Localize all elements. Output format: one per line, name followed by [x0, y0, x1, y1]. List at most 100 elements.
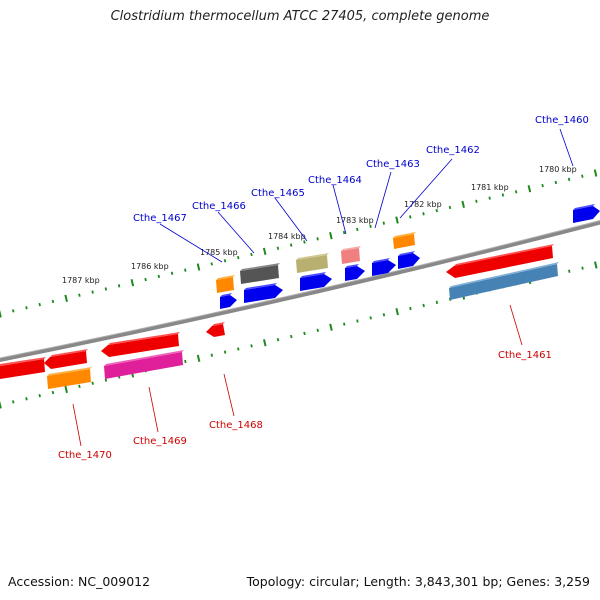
tick-mark [329, 323, 333, 331]
tick-mark [409, 306, 412, 311]
gene-cthe-1464[interactable] [345, 264, 365, 281]
connectors-top [159, 128, 574, 263]
tick-mark [130, 279, 135, 287]
gene-label-cthe-1461[interactable]: Cthe_1461 [498, 350, 552, 361]
gene-label-cthe-1468[interactable]: Cthe_1468 [209, 420, 263, 431]
tick-mark [78, 293, 81, 297]
tick-mark [276, 246, 280, 250]
tick-mark [593, 261, 598, 269]
tick-mark [25, 397, 28, 401]
gene-cthe-1467-orange[interactable] [216, 275, 235, 293]
gene-cthe-1469-red[interactable] [101, 332, 180, 357]
gene-cthe-1470[interactable] [47, 367, 92, 389]
tick-mark [435, 300, 439, 304]
tick-mark [356, 319, 359, 323]
gene-label-cthe-1466[interactable]: Cthe_1466 [192, 201, 246, 212]
tick-mark [51, 390, 55, 395]
tick-mark [356, 227, 359, 232]
gene-label-cthe-1470[interactable]: Cthe_1470 [58, 450, 112, 461]
accession-text: Accession: NC_009012 [8, 574, 151, 589]
tick-mark [316, 237, 319, 241]
gene-cthe-1468[interactable] [206, 322, 225, 337]
gene-cthe-1470-red[interactable] [44, 349, 88, 369]
gene-label-cthe-1464[interactable]: Cthe_1464 [308, 175, 362, 186]
tick-mark [38, 394, 41, 398]
tick-mark [342, 230, 346, 235]
gene-label-cthe-1460[interactable]: Cthe_1460 [535, 115, 589, 126]
tick-mark [210, 262, 213, 266]
tick-mark [343, 322, 346, 326]
tick-mark [382, 221, 386, 225]
tick-mark [250, 252, 253, 257]
gene-cthe-1465-olive[interactable] [296, 253, 329, 273]
tick-mark [210, 353, 214, 357]
tick-mark [316, 328, 319, 332]
gene-label-cthe-1462[interactable]: Cthe_1462 [426, 145, 480, 156]
tick-mark [395, 216, 399, 224]
gene-cthe-1463[interactable] [372, 258, 396, 276]
tick-mark [263, 339, 267, 347]
tick-mark [527, 185, 532, 193]
tick-mark [303, 240, 306, 244]
tick-mark [554, 180, 558, 185]
tick-mark [262, 247, 267, 255]
tick-mark [25, 306, 28, 310]
tick-mark [184, 359, 187, 364]
gene-cthe-1460[interactable] [573, 204, 600, 223]
tick-mark [369, 224, 372, 228]
gene-label-cthe-1465[interactable]: Cthe_1465 [251, 188, 305, 199]
tick-mark [236, 255, 240, 260]
gene-cthe-1466-gray[interactable] [240, 263, 280, 284]
tick-mark [170, 271, 174, 275]
gene-cthe-1469[interactable] [104, 350, 184, 379]
tick-mark [567, 177, 571, 181]
tick-mark [51, 299, 55, 304]
tick-mark [91, 290, 94, 294]
tick-mark [64, 385, 68, 394]
tick-mark [117, 284, 121, 288]
kbp-label: 1786 kbp [131, 262, 169, 271]
kbp-label: 1780 kbp [539, 165, 577, 174]
tick-mark [541, 183, 544, 188]
tick-mark [435, 208, 438, 213]
tick-mark [369, 316, 372, 320]
tick-mark [276, 337, 280, 342]
tick-mark [448, 205, 452, 210]
tick-mark [250, 344, 253, 348]
tick-mark [184, 268, 187, 272]
tick-mark [38, 302, 41, 307]
gene-label-cthe-1467[interactable]: Cthe_1467 [133, 213, 187, 224]
gene-left-red[interactable] [0, 357, 46, 379]
tick-mark [289, 243, 293, 247]
gene-cthe-1462[interactable] [398, 251, 420, 269]
tick-mark [12, 400, 15, 404]
gene-cthe-1466[interactable] [244, 283, 283, 303]
tick-mark [196, 263, 201, 271]
tick-mark [329, 232, 333, 240]
gene-cthe-1465[interactable] [300, 272, 332, 291]
tick-mark [501, 193, 505, 197]
map-title: Clostridium thermocellum ATCC 27405, com… [110, 9, 490, 24]
tick-mark [581, 266, 584, 270]
tick-mark [104, 378, 108, 382]
kbp-label: 1785 kbp [200, 248, 238, 257]
tick-mark [593, 169, 598, 177]
connectors-bottom [72, 304, 523, 447]
gene-cthe-1467[interactable] [220, 293, 237, 309]
gene-label-cthe-1469[interactable]: Cthe_1469 [133, 436, 187, 447]
kbp-label: 1784 kbp [268, 232, 306, 241]
gene-label-cthe-1463[interactable]: Cthe_1463 [366, 159, 420, 170]
tick-mark [0, 310, 2, 318]
tick-mark [475, 199, 478, 203]
kbp-label: 1787 kbp [62, 276, 100, 285]
gene-cthe-1461-red[interactable] [446, 244, 554, 278]
gene-cthe-1461[interactable] [449, 262, 559, 300]
tick-mark [514, 190, 518, 194]
tick-mark [409, 215, 412, 219]
tick-track-outer [0, 169, 598, 318]
gene-cthe-1462-orange[interactable] [393, 232, 416, 249]
kbp-label: 1781 kbp [471, 183, 509, 192]
gene-cthe-1464-pink[interactable] [341, 246, 361, 264]
tick-mark [0, 401, 2, 409]
